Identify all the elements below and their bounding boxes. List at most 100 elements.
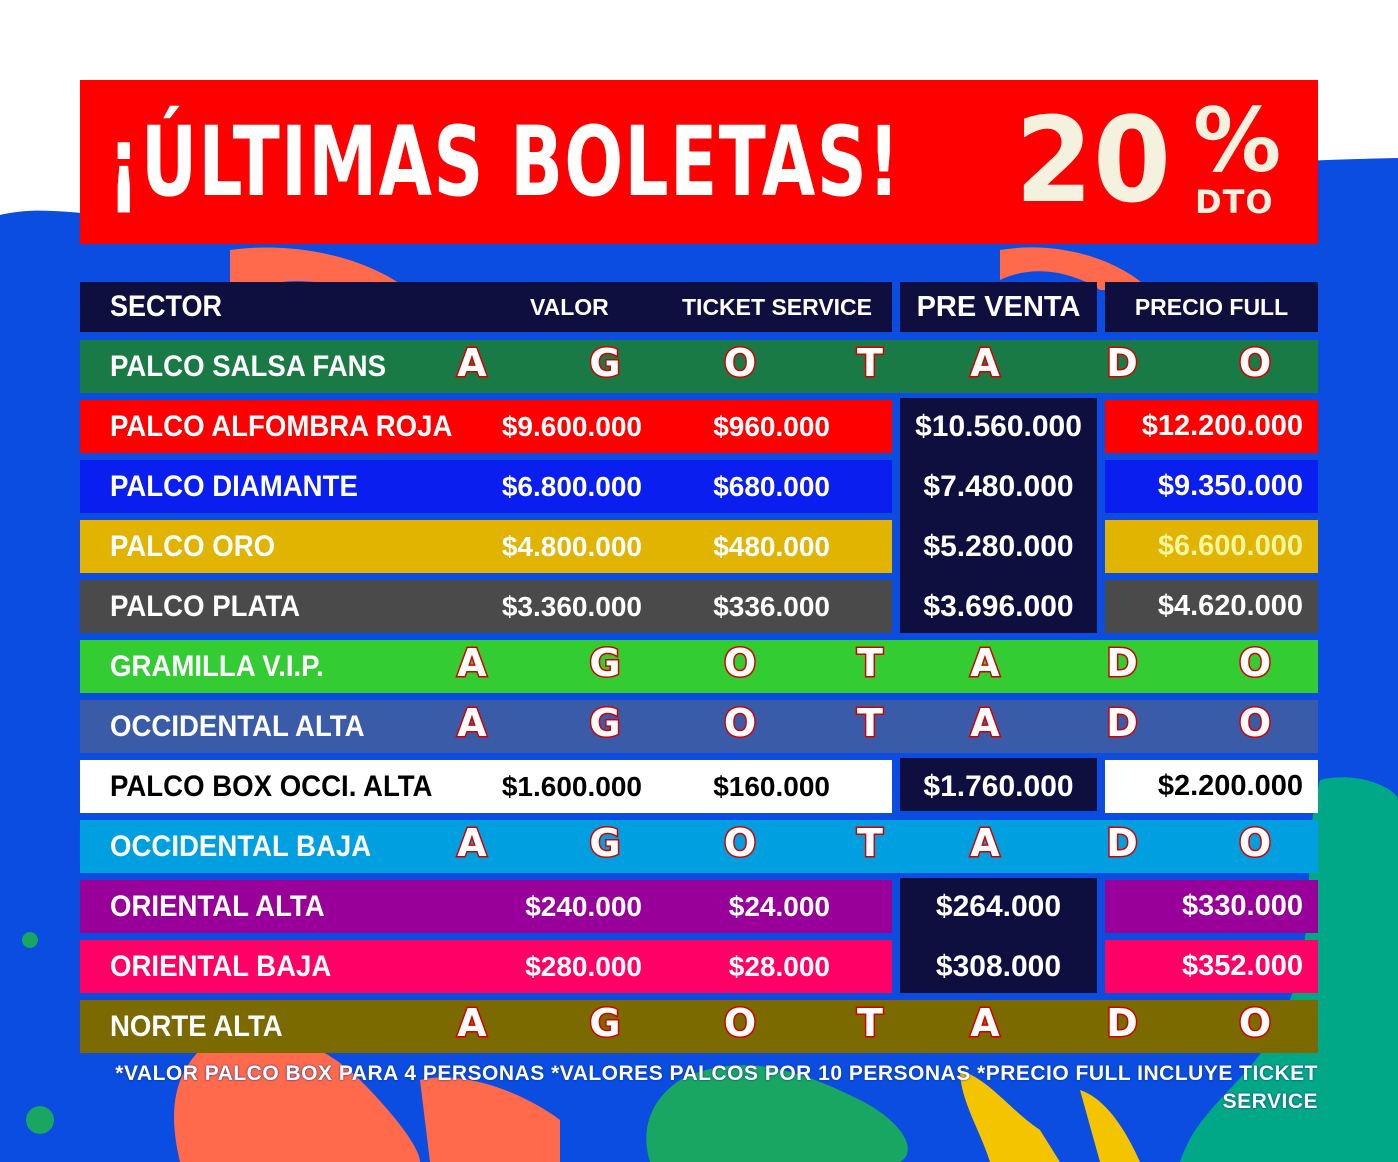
table-row: OCCIDENTAL ALTA (80, 700, 1318, 753)
pre-venta-cell: $264.000 (935, 890, 1062, 923)
sold-out-letter-text: D (1105, 341, 1140, 385)
valor-cell: $280.000 (525, 951, 642, 982)
sold-out-letter: O (1220, 643, 1290, 684)
precio-full-value: $2.200.000 (1157, 770, 1303, 802)
sold-out-letter-text: A (456, 1001, 488, 1045)
sold-out-letter-text: O (722, 701, 757, 745)
sector-name: PALCO ORO (110, 530, 276, 563)
pre-venta-column-block-3 (900, 878, 1097, 993)
sector-name: PALCO PLATA (110, 590, 301, 623)
sold-out-letter: A (437, 643, 507, 684)
precio-full-cell: $2.200.000 (1105, 760, 1318, 813)
sold-out-letter: O (1220, 823, 1290, 864)
sector-name: ORIENTAL ALTA (110, 890, 325, 923)
pre-venta-cell: $7.480.000 (923, 470, 1074, 503)
discount-label: DTO (1195, 183, 1274, 221)
sold-out-letter-text: A (969, 641, 1001, 685)
sold-out-letter-text: O (722, 641, 757, 685)
valor-cell: $240.000 (525, 891, 642, 922)
sold-out-letter-text: A (969, 701, 1001, 745)
sold-out-letter-text: T (856, 701, 885, 745)
banner-title: ¡ÚLTIMAS BOLETAS! (108, 106, 902, 218)
sold-out-letter-text: O (1237, 641, 1272, 685)
sold-out-letter-text: D (1105, 641, 1140, 685)
sold-out-letter-text: O (1237, 1001, 1272, 1045)
sold-out-letter-text: T (856, 821, 885, 865)
sold-out-letter-text: G (588, 1001, 622, 1045)
sold-out-letter-text: D (1105, 701, 1140, 745)
sold-out-letter: D (1087, 643, 1157, 684)
sold-out-letter: G (570, 343, 640, 384)
valor-cell: $4.800.000 (501, 531, 642, 562)
sector-name: OCCIDENTAL ALTA (110, 710, 365, 743)
table-header-precio-full: PRECIO FULL (1105, 282, 1318, 332)
sector-name: ORIENTAL BAJA (110, 950, 332, 983)
sold-out-letter: O (705, 343, 775, 384)
sector-name: GRAMILLA V.I.P. (110, 650, 324, 683)
sold-out-letter: O (1220, 343, 1290, 384)
table-header-main: SECTOR VALOR TICKET SERVICE (80, 282, 892, 332)
sold-out-letter: G (570, 823, 640, 864)
sold-out-letter-text: O (722, 341, 757, 385)
precio-full-value: $352.000 (1182, 950, 1303, 982)
sold-out-letter: T (835, 643, 905, 684)
sold-out-letter-text: A (969, 341, 1001, 385)
sold-out-letter: G (570, 643, 640, 684)
header-ticket-service: TICKET SERVICE (682, 294, 872, 320)
precio-full-cell: $4.620.000 (1105, 580, 1318, 633)
sold-out-letter: A (950, 703, 1020, 744)
precio-full-value: $330.000 (1182, 890, 1303, 922)
ticket-service-cell: $336.000 (713, 591, 830, 622)
table-row: PALCO ALFOMBRA ROJA $9.600.000 $960.000 (80, 400, 892, 453)
ticket-service-cell: $480.000 (713, 531, 830, 562)
sold-out-letter: T (835, 1003, 905, 1044)
valor-cell: $9.600.000 (501, 411, 642, 442)
sold-out-letter-text: A (969, 821, 1001, 865)
pre-venta-column-block-1 (900, 398, 1097, 633)
ticket-service-cell: $28.000 (728, 951, 830, 982)
sold-out-letter: A (950, 1003, 1020, 1044)
sold-out-letter: O (705, 1003, 775, 1044)
discount-number: 20 (1015, 91, 1172, 229)
sold-out-letter: O (1220, 1003, 1290, 1044)
sold-out-letter: T (835, 703, 905, 744)
sold-out-letter-text: A (456, 821, 488, 865)
sold-out-letter: O (705, 823, 775, 864)
table-row: GRAMILLA V.I.P. (80, 640, 1318, 693)
table-row: PALCO SALSA FANS (80, 340, 1318, 393)
sector-name: PALCO BOX OCCI. ALTA (110, 770, 433, 803)
sold-out-letter-text: O (1237, 341, 1272, 385)
sold-out-letter: D (1087, 703, 1157, 744)
valor-cell: $1.600.000 (501, 771, 642, 802)
valor-cell: $6.800.000 (501, 471, 642, 502)
sector-name: OCCIDENTAL BAJA (110, 830, 372, 863)
pre-venta-cell: $3.696.000 (923, 590, 1074, 623)
pre-venta-column-block-2 (900, 758, 1097, 811)
precio-full-cell: $6.600.000 (1105, 520, 1318, 573)
table-row: ORIENTAL ALTA $240.000 $24.000 (80, 880, 892, 933)
sold-out-letter: A (950, 643, 1020, 684)
ticket-service-cell: $960.000 (713, 411, 830, 442)
sold-out-letter: D (1087, 343, 1157, 384)
table-header-pre-venta: PRE VENTA (900, 282, 1097, 332)
precio-full-cell: $9.350.000 (1105, 460, 1318, 513)
sold-out-letter: O (1220, 703, 1290, 744)
table-row: PALCO DIAMANTE $6.800.000 $680.000 (80, 460, 892, 513)
table-row: NORTE ALTA (80, 1000, 1318, 1053)
sold-out-letter-text: G (588, 341, 622, 385)
pre-venta-cell: $5.280.000 (923, 530, 1074, 563)
precio-full-value: $6.600.000 (1157, 530, 1303, 562)
header-precio-full: PRECIO FULL (1134, 294, 1289, 320)
sold-out-letter: A (437, 823, 507, 864)
sold-out-letter-text: O (1237, 821, 1272, 865)
precio-full-cell: $12.200.000 (1105, 400, 1318, 453)
precio-full-value: $12.200.000 (1141, 410, 1303, 442)
sold-out-letter-text: G (588, 821, 622, 865)
table-row: OCCIDENTAL BAJA (80, 820, 1318, 873)
precio-full-value: $9.350.000 (1157, 470, 1303, 502)
sold-out-letter-text: T (856, 641, 885, 685)
table-row: PALCO PLATA $3.360.000 $336.000 (80, 580, 892, 633)
sector-name: PALCO SALSA FANS (110, 350, 387, 383)
table-row: PALCO BOX OCCI. ALTA $1.600.000 $160.000 (80, 760, 892, 813)
sold-out-letter: A (950, 343, 1020, 384)
